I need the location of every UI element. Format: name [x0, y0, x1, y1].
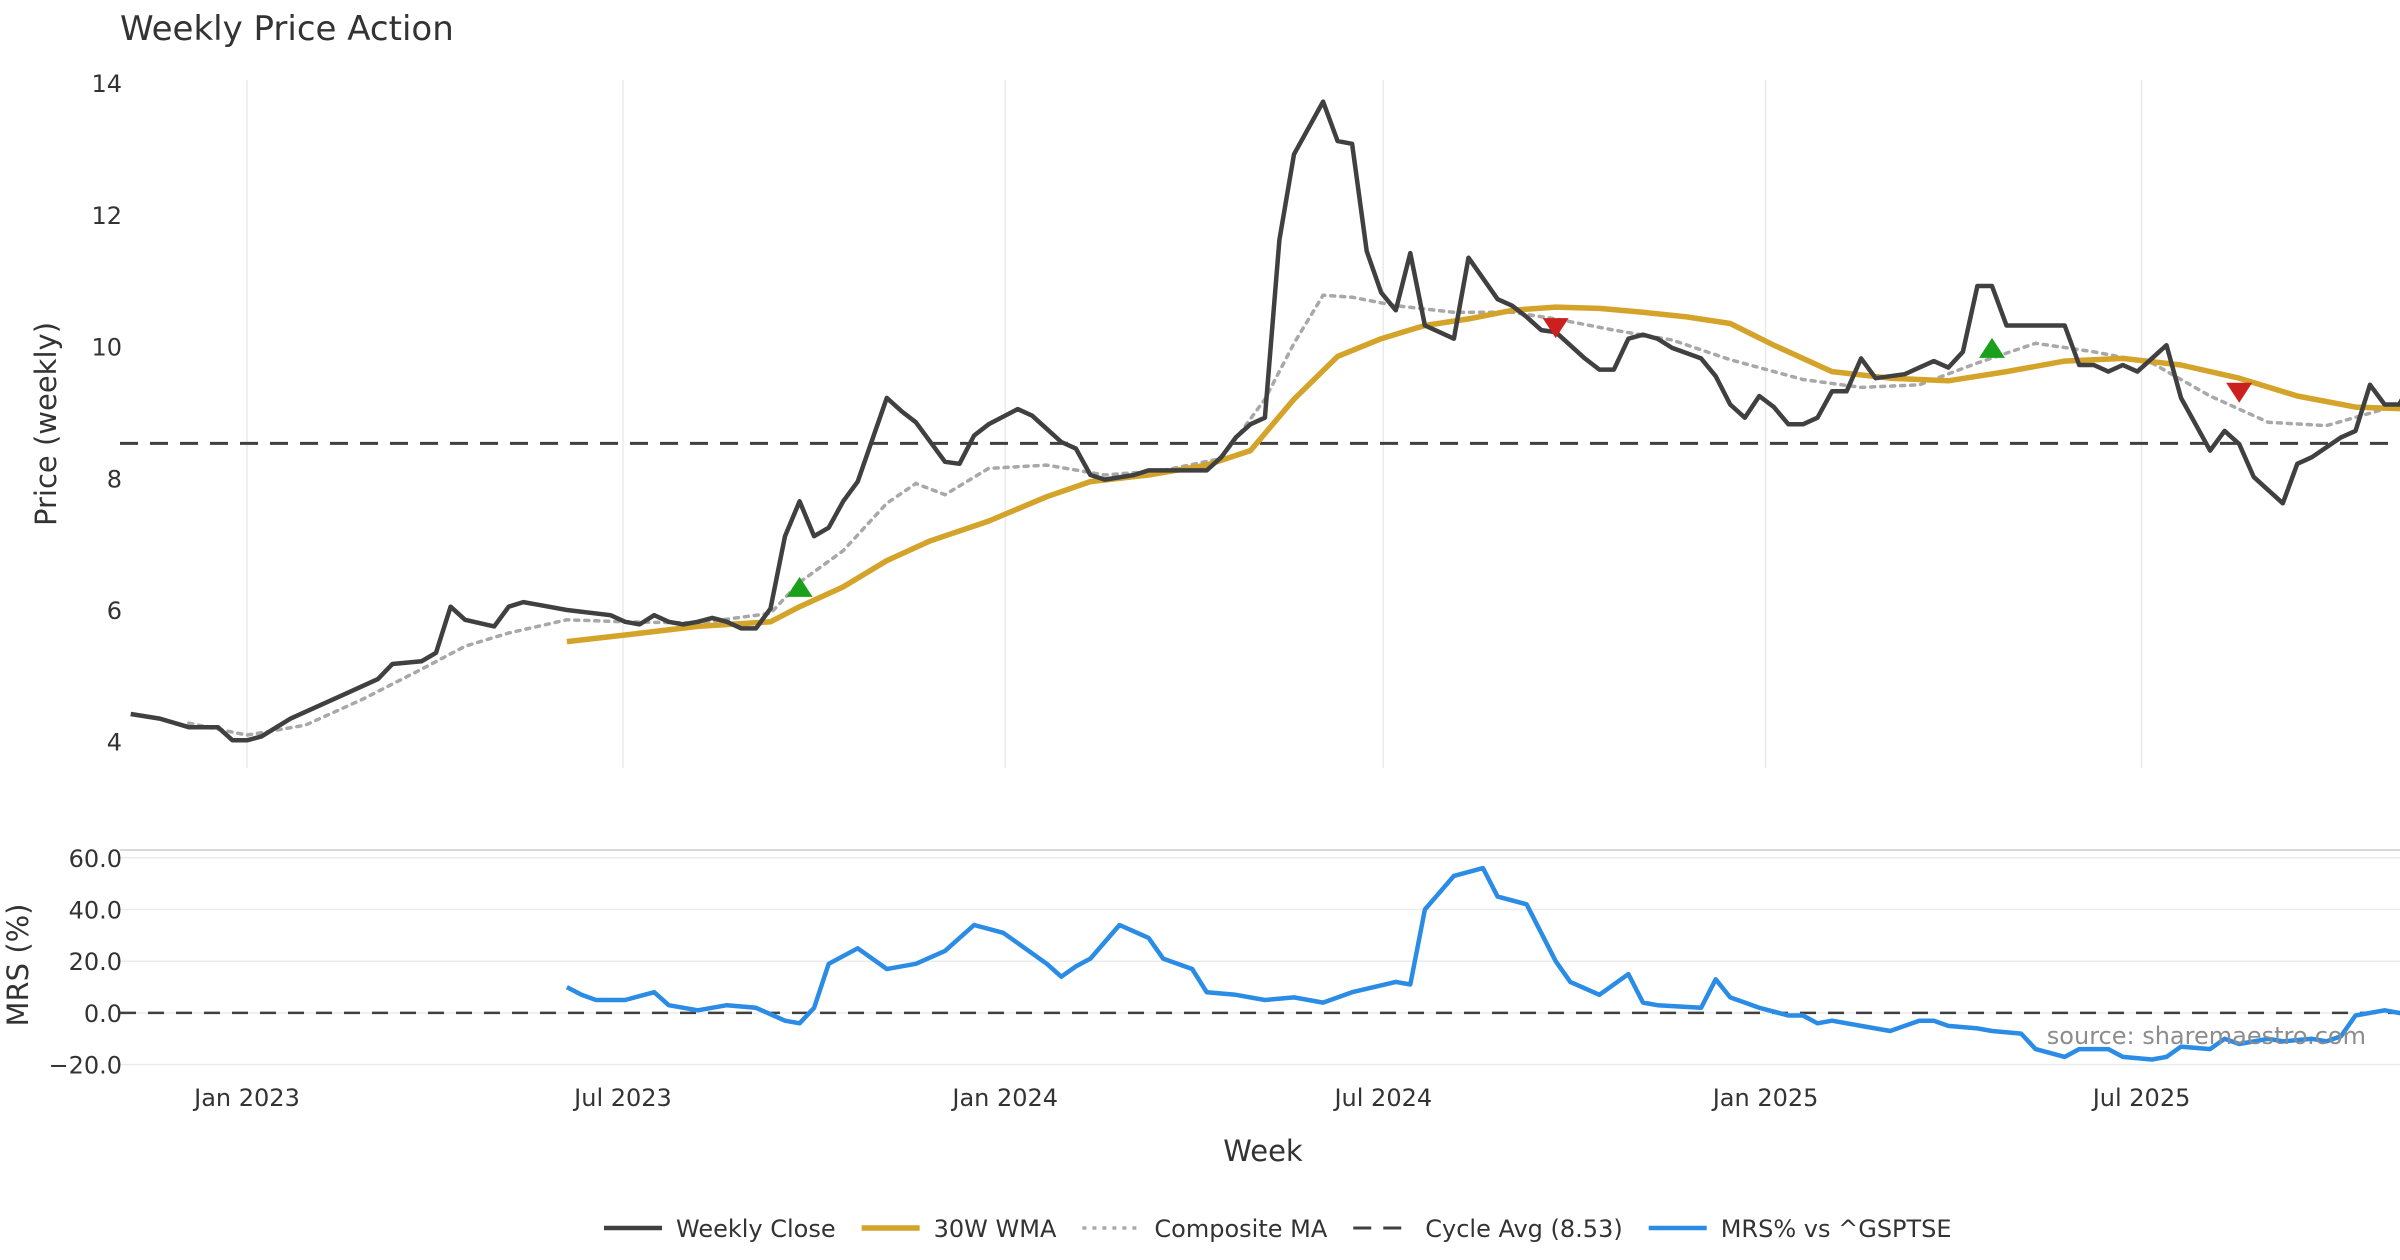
x-tick-label: Jan 2025 [1711, 1084, 1819, 1112]
legend-label: 30W WMA [934, 1215, 1057, 1243]
price-y-ticks: 4 6 8 10 12 14 [91, 70, 122, 756]
buy-signal-marker [786, 576, 813, 597]
sell-signal-marker [2226, 382, 2253, 403]
source-watermark: source: sharemaestro.com [2047, 1022, 2366, 1050]
legend-label: Weekly Close [676, 1215, 836, 1243]
price-y-axis-label: Price (weekly) [29, 322, 63, 526]
x-tick-label: Jan 2023 [192, 1084, 300, 1112]
wma-30w-line [566, 304, 2400, 645]
mrs-y-tick-label: 0.0 [84, 1000, 122, 1028]
mrs-y-tick-label: −20.0 [48, 1052, 122, 1080]
x-tick-label: Jul 2024 [1332, 1084, 1432, 1112]
legend: Weekly Close 30W WMA Composite MA Cycle Avg… [604, 1215, 1952, 1243]
price-y-tick-label: 10 [91, 334, 122, 362]
x-tick-label: Jul 2023 [572, 1084, 672, 1112]
sell-signal-marker [1542, 318, 1569, 339]
mrs-y-tick-label: 20.0 [69, 948, 122, 976]
mrs-y-ticks: 60.0 40.0 20.0 0.0 −20.0 [48, 845, 122, 1080]
price-y-tick-label: 14 [91, 70, 122, 98]
price-y-tick-label: 4 [107, 729, 122, 757]
mrs-line [565, 865, 2400, 1062]
mrs-y-axis-label: MRS (%) [1, 904, 35, 1027]
price-y-tick-label: 6 [107, 597, 122, 625]
weekly-close-line [130, 99, 2400, 743]
chart-title: Weekly Price Action [120, 9, 454, 49]
x-tick-label: Jan 2024 [950, 1084, 1058, 1112]
x-ticks: Jan 2023 Jul 2023 Jan 2024 Jul 2024 Jan 2025… [192, 1084, 2190, 1112]
x-axis-label: Week [1223, 1134, 1303, 1168]
price-grid [246, 80, 2143, 768]
legend-label: Composite MA [1154, 1215, 1327, 1243]
x-tick-label: Jul 2025 [2091, 1084, 2191, 1112]
buy-signal-marker [1979, 337, 2005, 358]
price-y-tick-label: 12 [91, 202, 122, 230]
legend-label: MRS% vs ^GSPTSE [1721, 1215, 1952, 1243]
mrs-y-tick-label: 60.0 [69, 845, 122, 873]
mrs-y-tick-label: 40.0 [69, 896, 122, 924]
legend-label: Cycle Avg (8.53) [1425, 1215, 1622, 1243]
mrs-plot [120, 865, 2400, 1062]
price-y-tick-label: 8 [107, 465, 122, 493]
price-plot [120, 99, 2400, 743]
